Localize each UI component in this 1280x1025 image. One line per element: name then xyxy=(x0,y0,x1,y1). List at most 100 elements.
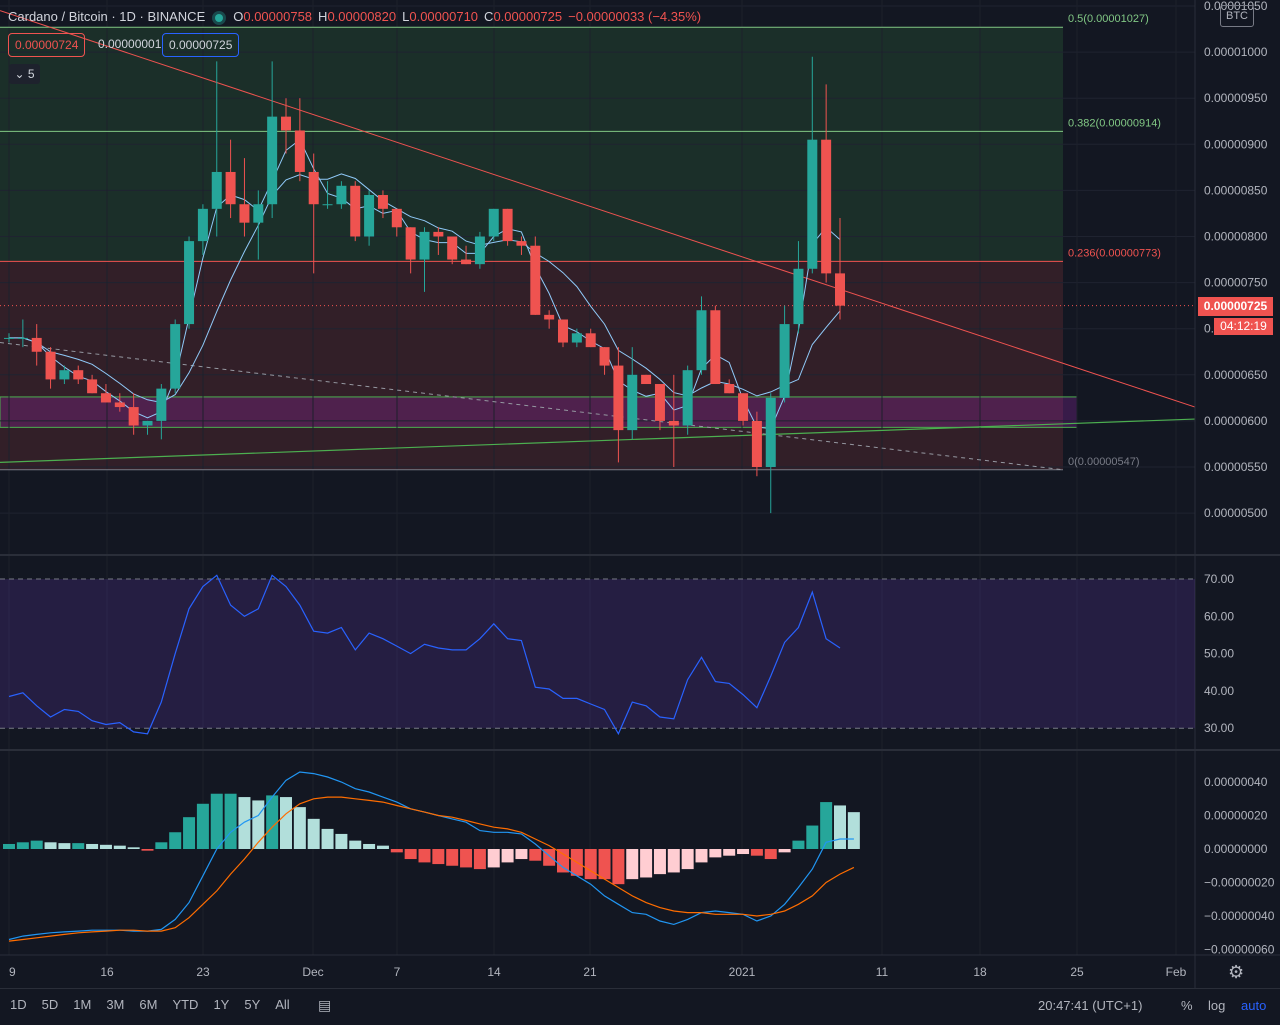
candle-body xyxy=(571,333,582,343)
candle-body xyxy=(779,324,790,398)
candle-body xyxy=(17,337,28,339)
rsi-tick-label: 30.00 xyxy=(1204,721,1234,735)
macd-histogram-bar xyxy=(695,849,708,863)
indicators-collapse-button[interactable]: ⌄ 5 xyxy=(9,64,40,84)
candle-body xyxy=(544,314,555,320)
macd-histogram-bar xyxy=(280,797,292,849)
price-tick-label: 0.00001000 xyxy=(1204,45,1268,59)
auto-toggle[interactable]: auto xyxy=(1241,998,1267,1013)
candle-body xyxy=(474,236,485,265)
macd-histogram-bar xyxy=(584,849,597,880)
fib-label-0.236: 0.236(0.00000773) xyxy=(1068,247,1161,259)
candle-body xyxy=(364,195,375,237)
candle-body xyxy=(835,273,845,306)
macd-histogram-bar xyxy=(169,832,182,849)
range-1d[interactable]: 1D xyxy=(10,997,27,1012)
candle-body xyxy=(225,171,236,205)
macd-histogram-bar xyxy=(58,843,71,849)
clock[interactable]: 20:47:41 (UTC+1) xyxy=(1038,998,1143,1013)
log-toggle[interactable]: log xyxy=(1208,998,1226,1013)
currency-badge[interactable]: BTC xyxy=(1220,5,1254,27)
price-tick-label: 0.00000800 xyxy=(1204,230,1268,244)
candle-body xyxy=(488,208,499,237)
macd-histogram-bar xyxy=(557,849,569,873)
range-6m[interactable]: 6M xyxy=(139,997,158,1012)
macd-tick-label: 0.00000040 xyxy=(1204,775,1268,789)
candle-body xyxy=(696,310,707,371)
macd-histogram-bar xyxy=(86,843,99,849)
range-5d[interactable]: 5D xyxy=(41,997,59,1012)
calendar-icon[interactable]: ▤ xyxy=(318,997,332,1013)
candle-body xyxy=(87,379,98,394)
high-value: 0.00000820 xyxy=(327,9,397,24)
bar-countdown: 04:12:19 xyxy=(1214,318,1273,335)
buy-price-pill[interactable]: 0.00000725 xyxy=(162,33,240,57)
candle-body xyxy=(433,231,444,237)
candle-body xyxy=(294,130,305,172)
candle-body xyxy=(31,337,42,352)
macd-histogram-bar xyxy=(834,805,846,849)
bottom-toolbar: 1D 5D 1M 3M 6M YTD 1Y 5Y All ▤ 20:47:41 … xyxy=(0,988,1280,1025)
symbol-title[interactable]: Cardano / Bitcoin · 1D · BINANCE xyxy=(8,9,206,24)
time-tick-label: 9 xyxy=(9,965,16,979)
range-1y[interactable]: 1Y xyxy=(213,997,230,1012)
macd-tick-label: −0.00000020 xyxy=(1204,876,1275,890)
range-3m[interactable]: 3M xyxy=(106,997,125,1012)
candle-body xyxy=(4,337,14,339)
candle-body xyxy=(668,420,679,426)
macd-histogram-bar xyxy=(792,840,805,849)
macd-histogram-bar xyxy=(99,844,112,849)
low-value: 0.00000710 xyxy=(409,9,479,24)
candle-body xyxy=(599,347,610,366)
candle-body xyxy=(267,116,278,205)
candle-body xyxy=(211,171,222,209)
macd-histogram-bar xyxy=(778,849,791,853)
signal-line xyxy=(8,796,855,942)
candle-body xyxy=(156,388,167,421)
range-ytd[interactable]: YTD xyxy=(172,997,199,1012)
candle-body xyxy=(114,402,125,408)
fib-label-0.382: 0.382(0.00000914) xyxy=(1068,117,1161,129)
gear-icon[interactable]: ⚙ xyxy=(1228,962,1245,982)
candle-body xyxy=(641,374,652,385)
candle-body xyxy=(322,204,333,206)
candle-body xyxy=(142,420,153,426)
macd-tick-label: 0.00000000 xyxy=(1204,842,1268,856)
macd-histogram-bar xyxy=(764,849,777,860)
macd-histogram-bar xyxy=(363,843,376,849)
range-all[interactable]: All xyxy=(275,997,290,1012)
macd-histogram-bar xyxy=(293,807,306,849)
range-1m[interactable]: 1M xyxy=(73,997,92,1012)
macd-histogram-bar xyxy=(847,812,860,849)
percent-toggle[interactable]: % xyxy=(1181,998,1193,1013)
candle-body xyxy=(184,241,195,325)
macd-tick-label: −0.00000040 xyxy=(1204,909,1275,923)
sell-price-pill[interactable]: 0.00000724 xyxy=(8,33,86,57)
chart-canvas[interactable]: 0.00001050 0.00001000 0.00000950 0.00000900… xyxy=(0,0,1280,988)
range-5y[interactable]: 5Y xyxy=(244,997,261,1012)
candle-body xyxy=(821,139,832,274)
spread-pill: 0.00000001 xyxy=(98,37,162,51)
macd-histogram-bar xyxy=(501,849,514,863)
macd-histogram-bar xyxy=(210,793,223,849)
support-trendline xyxy=(0,418,1196,463)
macd-histogram-bar xyxy=(183,817,196,849)
candle-body xyxy=(502,208,513,242)
macd-histogram-bar xyxy=(349,840,362,849)
candle-body xyxy=(377,195,388,209)
price-tick-label: 0.00000750 xyxy=(1204,276,1268,290)
candle-body xyxy=(654,384,665,421)
macd-histogram-bar xyxy=(487,849,500,868)
macd-histogram-bar xyxy=(806,825,819,849)
candle-body xyxy=(405,227,416,260)
macd-histogram-bar xyxy=(3,843,15,849)
fib-label-0.5: 0.5(0.00001027) xyxy=(1068,13,1149,25)
time-tick-label: 21 xyxy=(583,965,597,979)
macd-histogram-bar xyxy=(681,849,694,870)
macd-histogram-bar xyxy=(238,797,251,849)
candle-body xyxy=(710,310,721,385)
candle-body xyxy=(253,204,264,223)
rsi-tick-label: 70.00 xyxy=(1204,572,1234,586)
macd-histogram-bar xyxy=(723,849,736,856)
time-tick-label: Feb xyxy=(1166,965,1187,979)
